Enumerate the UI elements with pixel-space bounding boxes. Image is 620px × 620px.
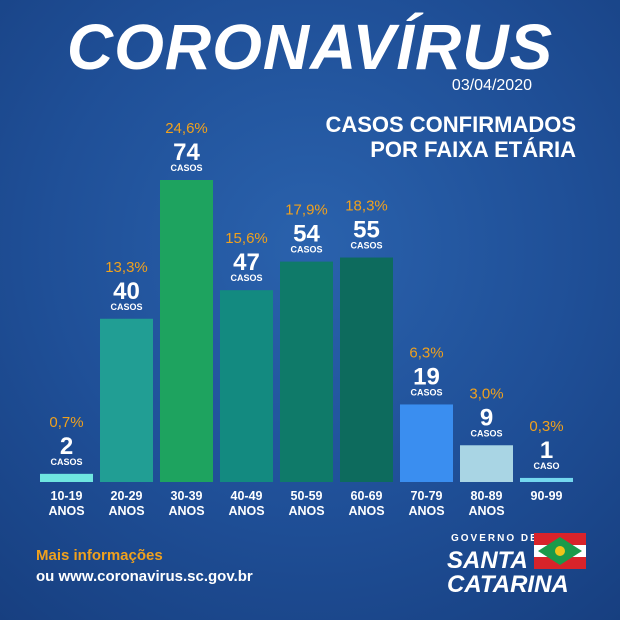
bar-value-label-0: 2: [60, 433, 73, 460]
subtitle-line-1: CASOS CONFIRMADOS: [325, 112, 576, 137]
bar-percent-label-1: 13,3%: [105, 259, 148, 276]
bar-value-label-4: 54: [293, 221, 320, 248]
bar-value-label-6: 19: [413, 363, 440, 390]
bar-7: [460, 445, 513, 482]
bar-8: [520, 477, 573, 482]
bar-unit-label-6: CASOS: [410, 387, 442, 397]
bar-percent-label-7: 3,0%: [469, 385, 503, 402]
bar-unit-label-4: CASOS: [290, 245, 322, 255]
bar-value-label-3: 47: [233, 249, 260, 276]
x-tick-label-7: 80-89: [471, 489, 503, 503]
x-tick-label-2: 30-39: [171, 489, 203, 503]
page-title: CORONAVÍRUS: [66, 11, 554, 83]
date-label: 03/04/2020: [451, 77, 532, 94]
bar-percent-label-4: 17,9%: [285, 202, 328, 219]
state-flag-icon: [534, 533, 586, 569]
footer-info: Mais informações ou www.coronavirus.sc.g…: [36, 547, 253, 585]
x-tick-label-line2-6: ANOS: [408, 504, 444, 518]
bar-unit-label-7: CASOS: [470, 428, 502, 438]
x-tick-label-line2-7: ANOS: [468, 504, 504, 518]
bar-unit-label-8: CASO: [533, 461, 559, 471]
x-tick-label-line2-1: ANOS: [108, 504, 144, 518]
bar-0: [40, 473, 93, 482]
bar-percent-label-6: 6,3%: [409, 344, 443, 361]
bar-4: [280, 261, 333, 482]
x-tick-label-3: 40-49: [231, 489, 263, 503]
logo-line-3: CATARINA: [447, 571, 569, 598]
x-tick-label-line2-0: ANOS: [48, 504, 84, 518]
x-tick-label-4: 50-59: [291, 489, 323, 503]
bar-3: [220, 290, 273, 482]
x-tick-label-1: 20-29: [111, 489, 143, 503]
bar-unit-label-0: CASOS: [50, 457, 82, 467]
bar-percent-label-8: 0,3%: [529, 418, 563, 435]
bar-unit-label-2: CASOS: [170, 163, 202, 173]
x-tick-label-5: 60-69: [351, 489, 383, 503]
x-tick-label-6: 70-79: [411, 489, 443, 503]
bar-percent-label-5: 18,3%: [345, 198, 388, 215]
subtitle-line-2: POR FAIXA ETÁRIA: [370, 137, 576, 162]
more-info-label: Mais informações: [36, 547, 163, 564]
logo-line-1: GOVERNO DE: [451, 533, 539, 544]
x-tick-label-line2-4: ANOS: [288, 504, 324, 518]
bar-value-label-1: 40: [113, 278, 140, 305]
website-link[interactable]: ou www.coronavirus.sc.gov.br: [36, 568, 253, 585]
x-tick-label-0: 10-19: [51, 489, 83, 503]
bar-value-label-5: 55: [353, 217, 380, 244]
bar-5: [340, 257, 393, 482]
bar-value-label-8: 1: [540, 437, 553, 464]
x-tick-label-line2-2: ANOS: [168, 504, 204, 518]
bar-1: [100, 318, 153, 482]
bar-6: [400, 404, 453, 482]
government-logo: GOVERNO DE SANTA CATARINA: [447, 533, 597, 603]
bar-unit-label-5: CASOS: [350, 241, 382, 251]
x-tick-label-line2-5: ANOS: [348, 504, 384, 518]
x-tick-label-line2-3: ANOS: [228, 504, 264, 518]
bar-2: [160, 180, 213, 482]
bar-value-label-2: 74: [173, 139, 200, 166]
bar-value-label-7: 9: [480, 404, 493, 431]
logo-line-2: SANTA: [447, 547, 528, 574]
bar-percent-label-2: 24,6%: [165, 120, 208, 137]
bar-percent-label-3: 15,6%: [225, 230, 268, 247]
chart-subtitle: CASOS CONFIRMADOS POR FAIXA ETÁRIA: [325, 112, 576, 162]
bar-unit-label-1: CASOS: [110, 302, 142, 312]
x-tick-label-8: 90-99: [531, 489, 563, 503]
bar-unit-label-3: CASOS: [230, 273, 262, 283]
bar-percent-label-0: 0,7%: [49, 414, 83, 431]
